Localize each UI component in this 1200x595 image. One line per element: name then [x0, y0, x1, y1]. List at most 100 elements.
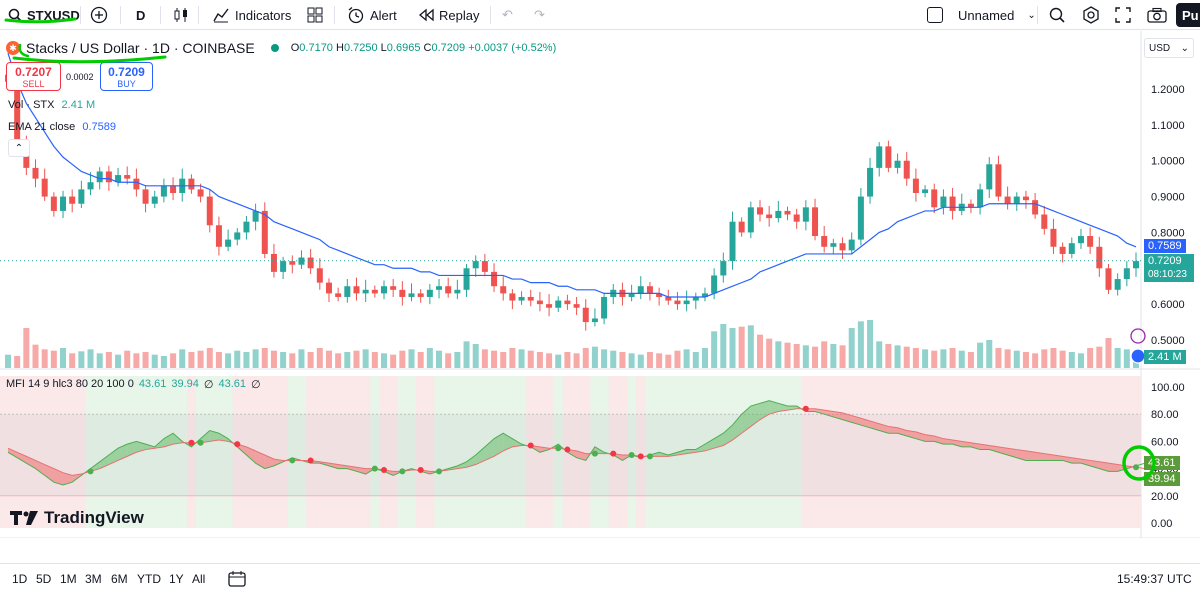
volume-bar — [628, 353, 635, 368]
symbol-title[interactable]: Stacks / US Dollar · 1D · COINBASE — [26, 40, 255, 56]
range-3m[interactable]: 3M — [85, 572, 102, 586]
candle-body — [234, 232, 241, 240]
candle — [335, 287, 342, 302]
candle-body — [298, 257, 305, 265]
undo-button[interactable]: ↶ — [502, 0, 513, 30]
candle-body — [197, 189, 204, 197]
mfi-fill — [769, 400, 779, 415]
currency-button[interactable]: USD ⌄ — [1144, 38, 1194, 58]
range-1y[interactable]: 1Y — [169, 572, 184, 586]
layout-name: Unnamed — [958, 7, 1015, 23]
indicators-button[interactable]: Indicators — [212, 0, 291, 30]
sell-button[interactable]: 0.7207 SELL — [6, 62, 61, 91]
mfi-background — [0, 376, 1141, 528]
candle — [591, 308, 598, 327]
volume-bar — [711, 331, 718, 368]
mfi-bull-zone — [645, 376, 802, 528]
range-6m[interactable]: 6M — [111, 572, 128, 586]
volume-bar — [885, 344, 892, 368]
templates-button[interactable] — [307, 0, 323, 30]
mfi-legend[interactable]: MFI 14 9 hlc3 80 20 100 0 43.61 39.94 ∅ … — [6, 378, 261, 391]
stacks-logo-icon: ✱ — [6, 41, 20, 55]
candle — [738, 217, 745, 237]
candle-body — [115, 175, 122, 183]
chart-canvas[interactable]: 1.20001.10001.00000.90000.80000.70000.60… — [0, 31, 1200, 538]
rewind-icon — [418, 8, 434, 22]
mfi-cross-dot — [417, 466, 424, 473]
mfi-fill — [44, 464, 54, 483]
replay-button[interactable]: Replay — [418, 0, 479, 30]
candle-body — [857, 196, 864, 240]
candle — [316, 258, 323, 290]
candle-body — [381, 286, 387, 294]
clock-time[interactable]: 15:49:37 UTC — [1117, 572, 1192, 586]
range-1m[interactable]: 1M — [60, 572, 77, 586]
date-range-button[interactable] — [228, 570, 246, 591]
volume-legend[interactable]: Vol · STX 2.41 M — [8, 99, 95, 111]
range-1d[interactable]: 1D — [12, 572, 28, 586]
candle-body — [1105, 268, 1112, 290]
publish-button[interactable]: Pu — [1176, 3, 1200, 27]
volume-bar — [646, 352, 653, 368]
candle — [344, 279, 351, 303]
volume-bar — [1096, 346, 1103, 368]
candle-body — [316, 268, 323, 283]
volume-bar — [830, 344, 837, 368]
candle-body — [252, 210, 259, 222]
chart-area[interactable]: 1.20001.10001.00000.90000.80000.70000.60… — [0, 31, 1200, 538]
mfi-fill — [512, 438, 522, 447]
calendar-icon — [228, 571, 246, 587]
o-value: 0.7170 — [299, 42, 333, 54]
compare-button[interactable] — [90, 0, 108, 30]
mfi-tag-1: 43.61 — [1144, 456, 1180, 470]
redo-button[interactable]: ↷ — [534, 0, 545, 30]
mfi-fill — [209, 430, 219, 442]
alert-button[interactable]: Alert — [347, 0, 397, 30]
volume-bar — [1050, 348, 1057, 368]
range-ytd[interactable]: YTD — [137, 572, 161, 586]
candle-body — [912, 178, 919, 193]
volume-bar — [958, 350, 965, 368]
volume-bar — [500, 352, 507, 368]
candle-body — [206, 196, 213, 226]
volume-bar — [821, 341, 828, 368]
layout-button[interactable]: Unnamed ⌄ — [927, 0, 1036, 30]
volume-bar — [426, 348, 433, 368]
snapshot-button[interactable] — [1147, 0, 1167, 30]
volume-bar — [436, 350, 443, 368]
mfi-fill — [732, 414, 742, 441]
candle-body — [69, 196, 76, 204]
range-all[interactable]: All — [192, 572, 206, 586]
mfi-label: MFI 14 9 hlc3 80 20 100 0 — [6, 378, 134, 390]
range-5d[interactable]: 5D — [36, 572, 52, 586]
buy-button[interactable]: 0.7209 BUY — [100, 62, 153, 91]
candle-body — [1059, 246, 1066, 254]
fullscreen-button[interactable] — [1115, 0, 1131, 30]
ema-legend[interactable]: EMA 21 close 0.7589 — [8, 121, 116, 133]
lightning-icon — [1130, 328, 1146, 344]
candle — [1087, 227, 1094, 254]
interval-button[interactable]: D — [136, 7, 146, 23]
mfi-cross-dot — [555, 445, 562, 452]
candle-body — [885, 146, 892, 168]
settings-button[interactable] — [1082, 0, 1100, 30]
volume-value: 2.41 M — [61, 99, 96, 111]
candle — [188, 174, 195, 194]
tradingview-logo[interactable]: TradingView — [10, 508, 144, 528]
candle-body — [353, 286, 360, 294]
mfi-fill — [273, 459, 284, 466]
chart-type-button[interactable] — [172, 0, 190, 30]
mfi-axis-label: 20.00 — [1151, 491, 1179, 503]
volume-bar — [1105, 338, 1112, 368]
quick-search-button[interactable] — [1048, 0, 1066, 30]
volume-bar — [481, 349, 488, 368]
candle — [967, 199, 974, 214]
volume-bar — [408, 349, 415, 368]
collapse-legend-button[interactable]: ⌃ — [8, 139, 30, 157]
candle — [701, 287, 708, 302]
candle — [1105, 263, 1112, 295]
candle-body — [32, 167, 39, 179]
candle — [252, 203, 259, 231]
candle-body — [582, 307, 589, 323]
symbol-search-button[interactable]: STXUSD — [8, 0, 80, 30]
